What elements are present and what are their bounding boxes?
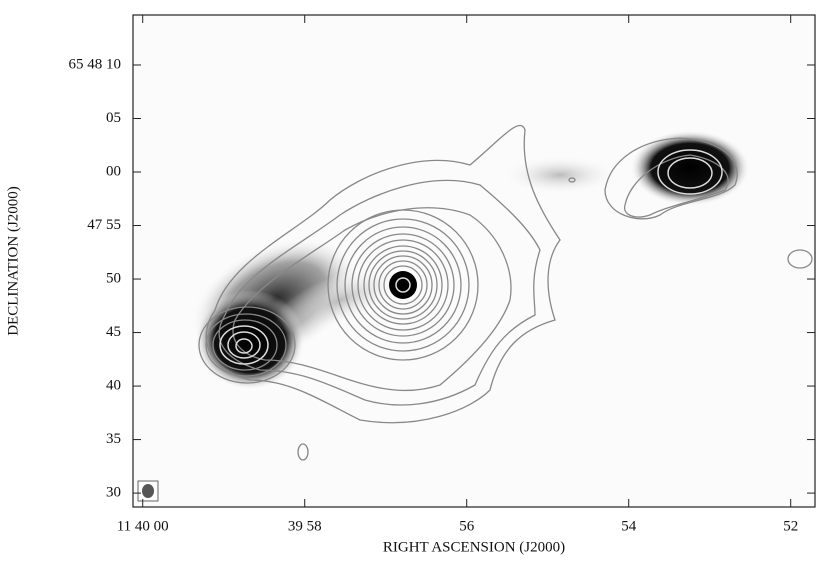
y-tick-label: 00 — [106, 163, 121, 179]
y-tick-label: 35 — [106, 431, 121, 447]
x-tick-label: 39 58 — [288, 518, 322, 534]
x-axis-label: RIGHT ASCENSION (J2000) — [383, 539, 565, 555]
frame — [132, 14, 816, 508]
x-tick-label: 54 — [621, 518, 637, 534]
y-axis-label: DECLINATION (J2000) — [5, 186, 21, 336]
y-tick-label: 40 — [106, 377, 121, 393]
y-tick-label: 30 — [106, 485, 121, 501]
x-tick-label: 56 — [459, 518, 475, 534]
radio-map — [133, 15, 815, 507]
y-tick-label: 47 55 — [87, 217, 121, 233]
y-tick-label: 05 — [106, 110, 121, 126]
x-tick-label: 11 40 00 — [117, 518, 169, 534]
y-tick-label: 45 — [106, 324, 121, 340]
x-tick-label: 52 — [783, 518, 798, 534]
y-tick-label: 50 — [106, 270, 121, 286]
y-tick-label: 65 48 10 — [69, 56, 122, 72]
